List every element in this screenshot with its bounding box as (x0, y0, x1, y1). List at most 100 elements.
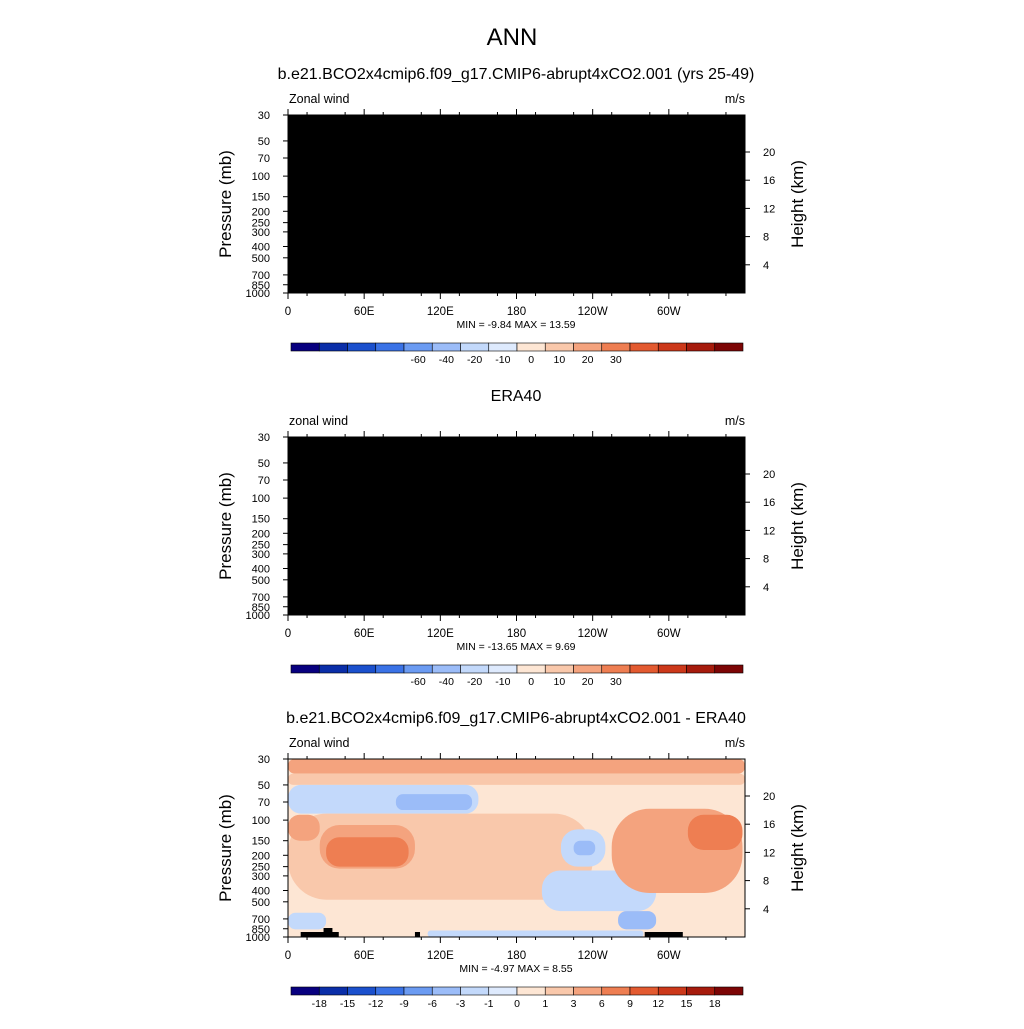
colorbar-label: -20 (467, 676, 482, 688)
topography-block (414, 288, 421, 293)
x-tick-label: 60E (354, 950, 375, 962)
colorbar-box (573, 986, 603, 996)
y-tick-label: 150 (252, 836, 270, 848)
contour-region (288, 164, 320, 219)
colorbar-box (347, 664, 377, 674)
colorbar-box (629, 986, 659, 996)
y-tick-label: 1000 (246, 610, 270, 622)
colorbar-label: -9 (399, 998, 408, 1010)
y-tick-label: 400 (252, 241, 270, 253)
y-tick-label: 300 (252, 227, 270, 239)
colorbar: -18 -15 -12 -9 -6 -3 -1 0 1 3 6 9 12 15 18 (290, 986, 744, 1010)
y-right-tick-label: 20 (763, 791, 775, 803)
colorbar-box (403, 342, 433, 352)
colorbar-box (544, 342, 574, 352)
topography-block (323, 284, 333, 293)
y-axis-title-left: Pressure (mb) (216, 794, 235, 902)
y-right-tick-label: 8 (763, 232, 769, 244)
colorbar-label: -60 (411, 354, 426, 366)
colorbar-box (403, 986, 433, 996)
y-axis-right: 20 16 12 8 4 (745, 791, 775, 916)
x-tick-label: 60W (657, 950, 681, 962)
x-tick-label: 0 (285, 306, 291, 318)
x-tick-label: 180 (507, 628, 526, 640)
colorbar-label: 30 (610, 354, 622, 366)
colorbar-box (488, 664, 518, 674)
contour-region (323, 193, 375, 249)
x-tick-label: 120E (427, 628, 454, 640)
contour-region (656, 492, 726, 553)
panel-2: ERA40 zonal wind m/s 0 60E 120E 180 120W 60W 30 50… (216, 388, 807, 688)
y-tick-label: 300 (252, 871, 270, 883)
y-axis-right: 20 16 12 8 4 (745, 147, 775, 272)
contour-region (288, 267, 314, 283)
colorbar-label: -1 (484, 998, 493, 1010)
contour-region (516, 596, 631, 615)
x-axis: 0 60E 120E 180 120W 60W (285, 431, 727, 640)
colorbar-box (601, 986, 631, 996)
y-tick-label: 250 (252, 862, 270, 874)
x-tick-label: 120E (427, 306, 454, 318)
y-tick-label: 850 (252, 602, 270, 614)
contour-region (395, 794, 473, 811)
colorbar-label: 10 (554, 676, 566, 688)
y-axis-right: 20 16 12 8 4 (745, 469, 775, 594)
y-right-tick-label: 12 (763, 525, 775, 537)
contour-region (681, 170, 733, 209)
y-right-tick-label: 12 (763, 847, 775, 859)
colorbar-label: 20 (582, 676, 594, 688)
y-tick-label: 700 (252, 592, 270, 604)
y-right-tick-label: 8 (763, 554, 769, 566)
colorbar-box (290, 664, 320, 674)
y-axis-title-right: Height (km) (788, 482, 807, 570)
topography-block (644, 288, 683, 293)
stats-label: MIN = -4.97 MAX = 8.55 (459, 963, 572, 975)
y-tick-label: 50 (258, 458, 270, 470)
y-tick-label: 300 (252, 549, 270, 561)
colorbar-label: 12 (652, 998, 664, 1010)
y-tick-label: 850 (252, 280, 270, 292)
x-tick-label: 60W (657, 628, 681, 640)
colorbar-label: 10 (554, 354, 566, 366)
contour-region (427, 930, 644, 937)
colorbar-label: -15 (340, 998, 355, 1010)
colorbar-box (516, 342, 546, 352)
panel-units-label: m/s (725, 736, 745, 750)
topography-block (300, 932, 339, 937)
stats-label: MIN = -9.84 MAX = 13.59 (456, 319, 575, 331)
colorbar-box (544, 664, 574, 674)
panel-title: ERA40 (491, 388, 542, 405)
contour-region (618, 911, 657, 930)
y-right-tick-label: 4 (763, 904, 769, 916)
colorbar-box (375, 342, 405, 352)
y-tick-label: 1000 (246, 932, 270, 944)
colorbar-box (488, 342, 518, 352)
colorbar-label: 9 (627, 998, 633, 1010)
colorbar-box (629, 342, 659, 352)
colorbar-box (657, 664, 687, 674)
y-tick-label: 200 (252, 528, 270, 540)
y-right-tick-label: 8 (763, 876, 769, 888)
panel-3: b.e21.BCO2x4cmip6.f09_g17.CMIP6-abrupt4x… (216, 710, 807, 1010)
colorbar-label: 0 (528, 354, 534, 366)
x-axis: 0 60E 120E 180 120W 60W (285, 109, 727, 318)
topography-block (323, 928, 333, 937)
x-tick-label: 120W (578, 950, 608, 962)
panel-field-label: Zonal wind (289, 92, 349, 106)
y-tick-label: 70 (258, 475, 270, 487)
colorbar-box (686, 986, 716, 996)
topography (300, 928, 683, 937)
y-tick-label: 100 (252, 171, 270, 183)
colorbar-box (318, 664, 348, 674)
colorbar-label: 20 (582, 354, 594, 366)
panel-units-label: m/s (725, 414, 745, 428)
x-tick-label: 60E (354, 628, 375, 640)
y-tick-label: 30 (258, 754, 270, 766)
y-tick-label: 700 (252, 914, 270, 926)
y-tick-label: 100 (252, 815, 270, 827)
colorbar-box (601, 342, 631, 352)
x-tick-label: 0 (285, 950, 291, 962)
x-axis: 0 60E 120E 180 120W 60W (285, 753, 727, 962)
